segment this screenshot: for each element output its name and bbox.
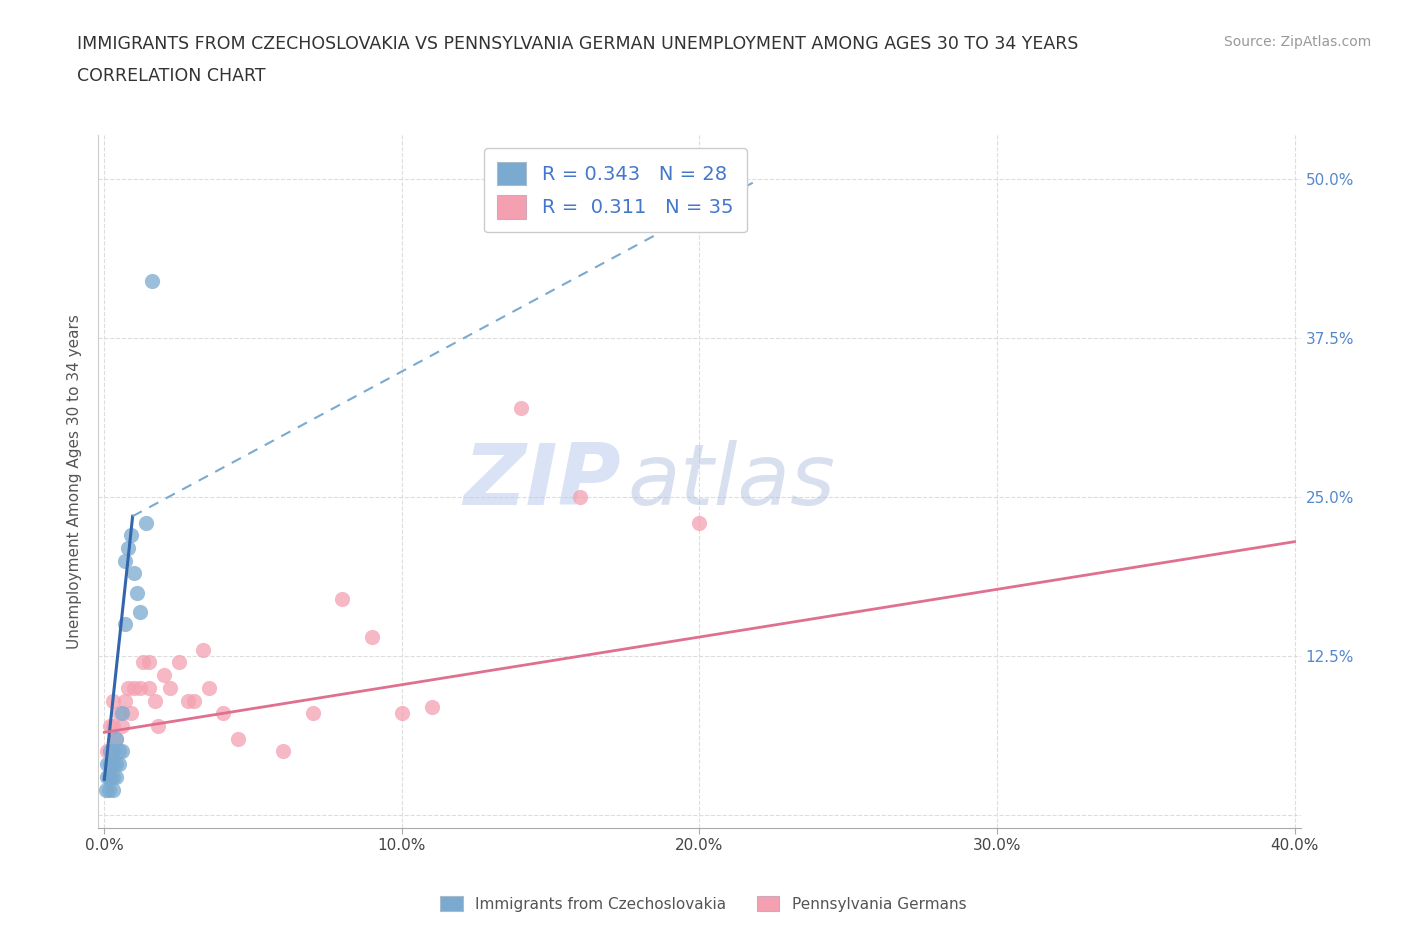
Point (105, 757, 128, 772)
Point (98, 744, 121, 759)
Point (183, 693, 205, 708)
Point (105, 731, 128, 746)
Point (114, 553, 136, 568)
Point (122, 566, 145, 581)
Point (108, 706, 131, 721)
Point (143, 693, 166, 708)
Legend: R = 0.343   N = 28, R =  0.311   N = 35: R = 0.343 N = 28, R = 0.311 N = 35 (484, 148, 747, 232)
Point (111, 719, 134, 734)
Point (98, 757, 121, 772)
Point (420, 699, 443, 714)
Point (108, 757, 131, 772)
Legend: Immigrants from Czechoslovakia, Pennsylvania Germans: Immigrants from Czechoslovakia, Pennsylv… (433, 889, 973, 918)
Point (105, 769, 128, 784)
Point (135, 515, 157, 530)
Point (127, 585, 149, 600)
Point (226, 731, 249, 746)
Point (105, 731, 128, 746)
Point (301, 706, 323, 721)
Text: atlas: atlas (627, 440, 835, 523)
Point (98, 719, 121, 734)
Point (111, 744, 134, 759)
Point (153, 668, 176, 683)
Point (94, 782, 117, 797)
Point (97, 769, 120, 784)
Point (361, 630, 384, 644)
Point (96, 769, 118, 784)
Point (108, 744, 131, 759)
Point (271, 744, 294, 759)
Point (120, 528, 142, 543)
Y-axis label: Unemployment Among Ages 30 to 34 years: Unemployment Among Ages 30 to 34 years (67, 313, 83, 649)
Point (138, 681, 160, 696)
Point (103, 719, 125, 734)
Point (103, 782, 125, 797)
Point (114, 617, 136, 631)
Point (103, 744, 125, 759)
Point (96, 757, 118, 772)
Point (510, 401, 533, 416)
Point (176, 693, 198, 708)
Point (97, 782, 120, 797)
Point (688, 515, 710, 530)
Text: IMMIGRANTS FROM CZECHOSLOVAKIA VS PENNSYLVANIA GERMAN UNEMPLOYMENT AMONG AGES 30: IMMIGRANTS FROM CZECHOSLOVAKIA VS PENNSY… (77, 35, 1078, 53)
Point (141, 273, 163, 288)
Point (129, 604, 152, 619)
Text: CORRELATION CHART: CORRELATION CHART (77, 67, 266, 85)
Point (212, 706, 235, 721)
Point (391, 706, 413, 721)
Point (332, 591, 354, 606)
Point (117, 540, 139, 555)
Point (98, 769, 121, 784)
Point (117, 681, 139, 696)
Point (103, 769, 125, 784)
Point (146, 719, 169, 734)
Point (120, 706, 142, 721)
Point (103, 757, 125, 772)
Point (111, 706, 134, 721)
Point (167, 655, 190, 670)
Text: Source: ZipAtlas.com: Source: ZipAtlas.com (1223, 35, 1371, 49)
Point (96, 744, 118, 759)
Point (138, 655, 160, 670)
Point (132, 655, 155, 670)
Point (114, 693, 136, 708)
Point (569, 490, 592, 505)
Point (197, 681, 219, 696)
Point (103, 693, 125, 708)
Point (191, 643, 214, 658)
Text: ZIP: ZIP (464, 440, 621, 523)
Point (122, 681, 145, 696)
Point (129, 681, 152, 696)
Point (159, 681, 181, 696)
